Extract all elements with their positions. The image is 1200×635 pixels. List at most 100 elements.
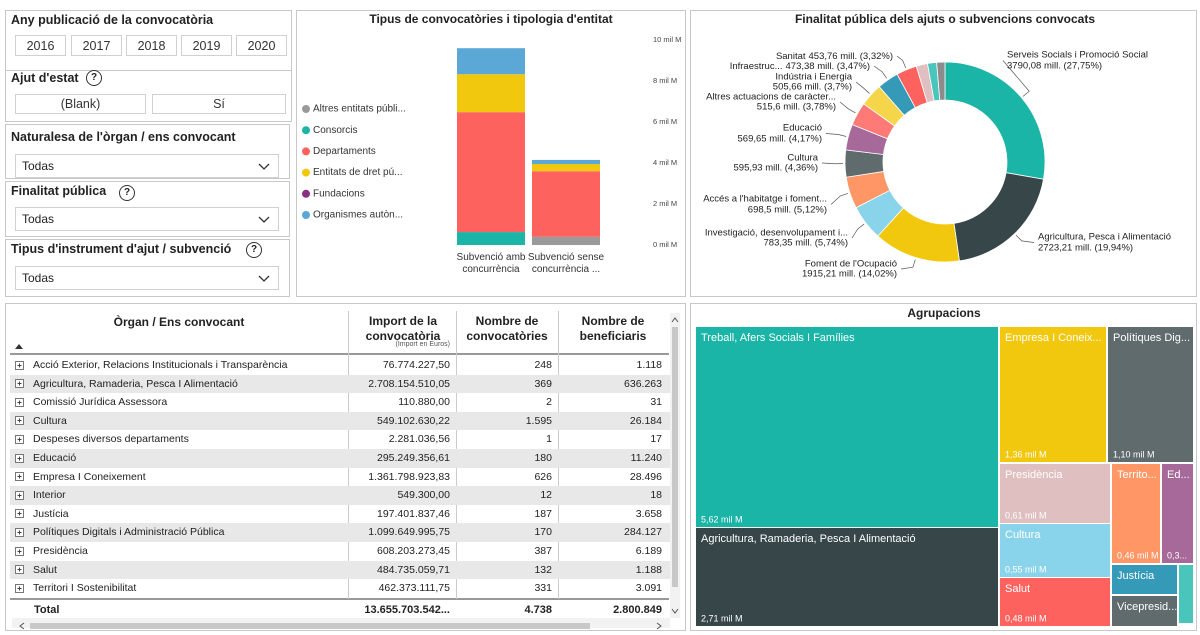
leader-line bbox=[821, 162, 844, 165]
chevron bbox=[258, 163, 270, 170]
slice-value: 473,38 mill. (3,47%) bbox=[786, 61, 870, 72]
sort-arrow[interactable] bbox=[14, 342, 24, 350]
tile-value: 5,62 mil M bbox=[701, 514, 743, 524]
row-value: 387 bbox=[534, 545, 552, 557]
slice-value: 1915,21 mill. (14,02%) bbox=[802, 269, 897, 280]
slicer-option[interactable]: Sí bbox=[152, 94, 286, 114]
expand-plus bbox=[17, 493, 22, 498]
leader-line bbox=[825, 133, 847, 137]
expand-icon[interactable] bbox=[15, 490, 25, 501]
legend-marker bbox=[302, 168, 310, 177]
bar-segment bbox=[457, 74, 525, 113]
horizontal-scrollbar[interactable] bbox=[12, 618, 670, 630]
tile-label: Salut bbox=[1005, 583, 1030, 595]
row-value: 4.738 bbox=[524, 604, 552, 616]
expand-plus bbox=[17, 381, 22, 386]
slicer-option[interactable]: 2018 bbox=[126, 35, 177, 56]
column-note: (Import en Euros) bbox=[395, 341, 450, 348]
tile-label: Presidència bbox=[1005, 469, 1063, 481]
slice-label: Infraestruc... 473,38 mill. (3,47%) bbox=[730, 61, 870, 72]
slice-name: Cultura bbox=[787, 153, 818, 164]
slice-name: Altres actuacions de caràcter... bbox=[706, 92, 836, 103]
slice-label: Sanitat 453,76 mill. (3,32%) bbox=[776, 51, 893, 62]
row-value: 11.240 bbox=[630, 452, 662, 464]
slicer-option[interactable]: 2017 bbox=[71, 35, 122, 56]
row-value: 608.203.273,45 bbox=[377, 545, 450, 557]
expand-icon[interactable] bbox=[15, 360, 25, 371]
chevron-path bbox=[258, 275, 270, 282]
leader-line bbox=[900, 259, 916, 270]
expand-icon[interactable] bbox=[15, 416, 25, 426]
x-tick-label: Subvenció sense concurrència ... bbox=[527, 252, 605, 275]
column-header: Nombre de beneficiaris bbox=[579, 314, 647, 343]
expand-plus bbox=[17, 437, 22, 442]
row-value: 248 bbox=[534, 359, 552, 371]
row-value: 3.658 bbox=[635, 507, 662, 520]
dropdown[interactable]: Todas bbox=[15, 207, 279, 231]
expand-icon[interactable] bbox=[15, 509, 25, 519]
leader-line bbox=[830, 193, 849, 205]
row-label: Presidència bbox=[33, 545, 88, 557]
slicer-option[interactable]: 2016 bbox=[15, 35, 66, 56]
row-value: 331 bbox=[534, 582, 552, 595]
expand-icon[interactable] bbox=[15, 565, 25, 575]
expand-plus bbox=[17, 549, 22, 553]
bar-segment bbox=[457, 112, 525, 233]
expand-icon[interactable] bbox=[15, 546, 25, 557]
treemap-tile bbox=[1000, 464, 1110, 523]
expand-icon[interactable] bbox=[15, 397, 25, 408]
column-header: Import de la convocatòria bbox=[365, 314, 441, 343]
legend-marker bbox=[302, 189, 310, 198]
slice-value: 3790,08 mill. (27,75%) bbox=[1007, 61, 1102, 72]
row-value: 197.401.837,46 bbox=[377, 507, 450, 520]
treemap-tile bbox=[1112, 565, 1177, 594]
row-value: 1.595 bbox=[525, 414, 552, 427]
help-icon[interactable]: ? bbox=[119, 185, 135, 201]
x-label-box: Subvenció amb concurrència bbox=[457, 252, 526, 275]
legend-marker bbox=[302, 147, 310, 156]
legend-label: Fundacions bbox=[313, 188, 365, 199]
leader-line bbox=[896, 55, 907, 68]
tile-label: Ed... bbox=[1167, 469, 1190, 481]
dropdown-value: Todas bbox=[22, 212, 55, 226]
expand-icon[interactable] bbox=[15, 527, 25, 538]
dropdown[interactable]: Todas bbox=[15, 266, 279, 290]
slice-name: Serveis Socials i Promoció Social bbox=[1007, 50, 1148, 61]
row-shade bbox=[10, 486, 670, 505]
donut-slice bbox=[944, 61, 1046, 180]
row-shade bbox=[10, 523, 670, 542]
help-icon[interactable]: ? bbox=[246, 242, 262, 258]
help-icon[interactable]: ? bbox=[86, 70, 102, 86]
leader-line bbox=[855, 81, 870, 94]
dropdown[interactable]: Todas bbox=[15, 154, 279, 178]
treemap-tile bbox=[1112, 464, 1160, 563]
row-value: 187 bbox=[534, 507, 552, 520]
row-shade bbox=[10, 411, 670, 431]
row-label: Despeses diversos departaments bbox=[33, 433, 189, 446]
expand-icon[interactable] bbox=[15, 453, 25, 464]
organ-slicer-panel bbox=[5, 124, 290, 179]
slice-value: 698,5 mill. (5,12%) bbox=[748, 205, 827, 216]
expand-icon[interactable] bbox=[15, 434, 25, 445]
slice-value: 2723,21 mill. (19,94%) bbox=[1038, 243, 1133, 254]
slicer-option[interactable]: (Blank) bbox=[15, 94, 146, 114]
tile-label: Empresa I Coneix... bbox=[1005, 332, 1102, 344]
row-value: 1.099.649.995,75 bbox=[368, 526, 450, 539]
column-header: Nombre de convocatòries bbox=[466, 314, 548, 343]
row-value: 18 bbox=[650, 489, 662, 502]
expand-icon[interactable] bbox=[15, 379, 25, 389]
slicer-option[interactable]: 2019 bbox=[181, 35, 232, 56]
leader-line bbox=[851, 223, 865, 239]
treemap-tile bbox=[1000, 327, 1106, 462]
slicer-option[interactable]: 2020 bbox=[236, 35, 287, 56]
expand-icon[interactable] bbox=[15, 472, 25, 482]
row-label: Empresa I Coneixement bbox=[33, 470, 146, 483]
expand-plus bbox=[17, 586, 22, 591]
expand-icon[interactable] bbox=[15, 583, 25, 594]
tile-value: 2,71 mil M bbox=[701, 613, 743, 623]
treemap-tile bbox=[1162, 464, 1193, 563]
tile-value: 0,55 mil M bbox=[1005, 564, 1047, 574]
vertical-scrollbar[interactable] bbox=[670, 313, 680, 618]
treemap-tile bbox=[1112, 596, 1177, 626]
